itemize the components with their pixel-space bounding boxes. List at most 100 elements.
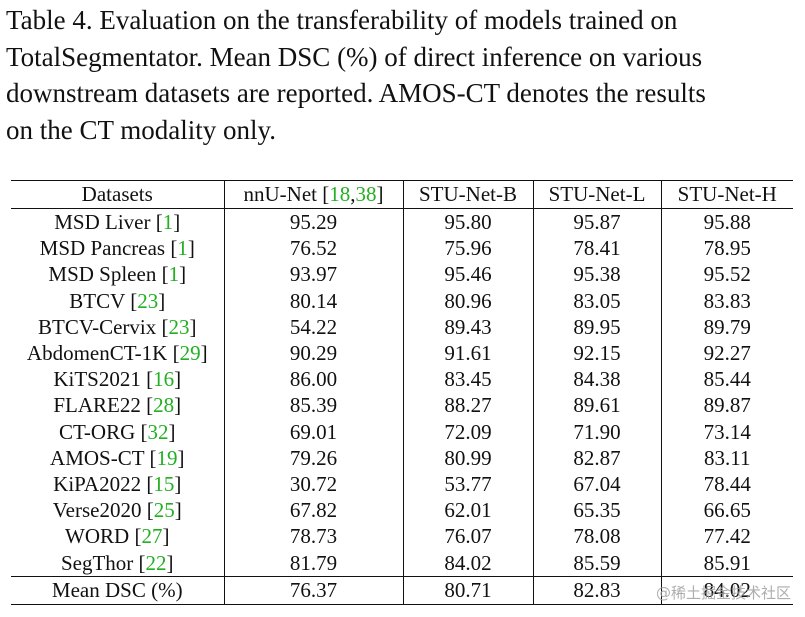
dataset-name: BTCV-Cervix: [38, 314, 157, 339]
results-table: Datasets nnU-Net [18,38] STU-Net-B STU-N…: [11, 180, 793, 605]
table-row: AbdomenCT-1K [29] 90.29 91.61 92.15 92.2…: [11, 340, 793, 367]
value-cell: 30.72: [223, 471, 403, 498]
value-cell: 84.38: [532, 366, 661, 393]
value-cell: 95.87: [532, 208, 661, 236]
value-cell: 75.96: [402, 235, 533, 262]
table-row: SegThor [22] 81.79 84.02 85.59 85.91: [11, 549, 793, 577]
caption-line-3: downstream datasets are reported. AMOS-C…: [6, 78, 706, 108]
citation-link[interactable]: 25: [153, 498, 175, 523]
header-nnunet-label: nnU-Net: [243, 182, 317, 206]
dataset-name: SegThor: [60, 550, 134, 575]
citation-link[interactable]: 18: [329, 182, 351, 206]
citation-link[interactable]: 28: [153, 393, 175, 418]
dataset-cell: SegThor [22]: [60, 550, 174, 575]
dataset-cell: MSD Pancreas [1]: [39, 236, 195, 261]
header-stu-net-b: STU-Net-B: [402, 180, 533, 209]
citation-link[interactable]: 1: [168, 262, 180, 287]
value-cell: 85.59: [532, 549, 661, 577]
value-cell: 91.61: [402, 340, 533, 367]
citation-link[interactable]: 22: [145, 550, 167, 575]
dataset-cell: KiTS2021 [16]: [53, 367, 182, 392]
dataset-name: Verse2020: [52, 498, 142, 523]
value-cell: 69.01: [223, 418, 403, 445]
citation-link[interactable]: 29: [179, 341, 201, 366]
header-nnunet: nnU-Net [18,38]: [223, 180, 403, 209]
value-cell: 90.29: [223, 340, 403, 367]
value-cell: 95.38: [532, 261, 661, 288]
value-cell: 85.39: [223, 392, 403, 419]
value-cell: 66.65: [660, 497, 793, 524]
value-cell: 85.91: [660, 549, 793, 577]
citation-link[interactable]: 23: [168, 314, 190, 339]
value-cell: 93.97: [223, 261, 403, 288]
citation-link[interactable]: 1: [177, 236, 188, 261]
dataset-cell: MSD Spleen [1]: [48, 262, 187, 287]
value-cell: 92.15: [532, 340, 661, 367]
dataset-cell: BTCV [23]: [69, 288, 166, 313]
table-row: BTCV-Cervix [23] 54.22 89.43 89.95 89.79: [11, 313, 793, 341]
value-cell: 80.96: [402, 287, 533, 314]
value-cell: 89.79: [660, 313, 793, 341]
table-row: Verse2020 [25] 67.82 62.01 65.35 66.65: [11, 497, 793, 524]
header-row: Datasets nnU-Net [18,38] STU-Net-B STU-N…: [11, 180, 793, 209]
value-cell: 78.73: [223, 523, 403, 550]
mean-value-cell: 76.37: [223, 576, 403, 605]
table-row: WORD [27] 78.73 76.07 78.08 77.42: [11, 523, 793, 550]
table-row: MSD Pancreas [1] 76.52 75.96 78.41 78.95: [11, 235, 793, 262]
value-cell: 95.46: [402, 261, 533, 288]
table-caption: Table 4. Evaluation on the transferabili…: [6, 2, 796, 148]
header-datasets: Datasets: [81, 182, 153, 206]
value-cell: 92.27: [660, 340, 793, 367]
value-cell: 95.80: [402, 208, 533, 236]
dataset-cell: AbdomenCT-1K [29]: [26, 341, 208, 366]
dataset-name: WORD: [65, 524, 130, 549]
table-row: FLARE22 [28] 85.39 88.27 89.61 89.87: [11, 392, 793, 419]
table-row: MSD Spleen [1] 93.97 95.46 95.38 95.52: [11, 261, 793, 288]
value-cell: 78.08: [532, 523, 661, 550]
table-row: MSD Liver [1] 95.29 95.80 95.87 95.88: [11, 208, 793, 236]
citation-link[interactable]: 32: [147, 419, 169, 444]
table-row: KiPA2022 [15] 30.72 53.77 67.04 78.44: [11, 471, 793, 498]
mean-dsc-row: Mean DSC (%) 76.37 80.71 82.83 84.02: [11, 576, 793, 605]
value-cell: 95.52: [660, 261, 793, 288]
cite-bracket-close: ]: [376, 182, 384, 206]
value-cell: 84.02: [402, 549, 533, 577]
header-stu-net-h: STU-Net-H: [660, 180, 793, 209]
value-cell: 72.09: [402, 418, 533, 445]
value-cell: 76.52: [223, 235, 403, 262]
value-cell: 80.99: [402, 444, 533, 472]
dataset-cell: AMOS-CT [19]: [50, 445, 185, 470]
dataset-name: MSD Spleen: [48, 262, 157, 287]
value-cell: 78.95: [660, 235, 793, 262]
value-cell: 54.22: [223, 313, 403, 341]
cite-separator: ,: [350, 182, 356, 206]
value-cell: 67.04: [532, 471, 661, 498]
value-cell: 89.95: [532, 313, 661, 341]
citation-link[interactable]: 15: [153, 472, 175, 497]
dataset-name: KiPA2022: [53, 472, 142, 497]
value-cell: 71.90: [532, 418, 661, 445]
caption-line-1: Table 4. Evaluation on the transferabili…: [6, 5, 678, 35]
mean-dsc-label: Mean DSC (%): [51, 577, 183, 602]
dataset-name: MSD Liver: [54, 210, 151, 234]
value-cell: 67.82: [223, 497, 403, 524]
dataset-cell: MSD Liver [1]: [54, 210, 181, 234]
dataset-name: MSD Pancreas: [39, 236, 166, 261]
citation-link[interactable]: 27: [141, 524, 163, 549]
table-row: CT-ORG [32] 69.01 72.09 71.90 73.14: [11, 418, 793, 445]
citation-link[interactable]: 19: [156, 445, 178, 470]
value-cell: 88.27: [402, 392, 533, 419]
mean-value-cell: 82.83: [532, 576, 661, 605]
citation-link[interactable]: 16: [153, 367, 175, 392]
citation-link[interactable]: 1: [162, 210, 174, 234]
table-row: AMOS-CT [19] 79.26 80.99 82.87 83.11: [11, 444, 793, 472]
value-cell: 73.14: [660, 418, 793, 445]
dataset-cell: Verse2020 [25]: [52, 498, 182, 523]
citation-link[interactable]: 23: [137, 288, 159, 313]
citation-link[interactable]: 38: [355, 182, 377, 206]
header-stu-net-l: STU-Net-L: [532, 180, 661, 209]
dataset-cell: KiPA2022 [15]: [53, 472, 182, 497]
value-cell: 85.44: [660, 366, 793, 393]
dataset-name: AbdomenCT-1K: [26, 341, 168, 366]
value-cell: 89.87: [660, 392, 793, 419]
